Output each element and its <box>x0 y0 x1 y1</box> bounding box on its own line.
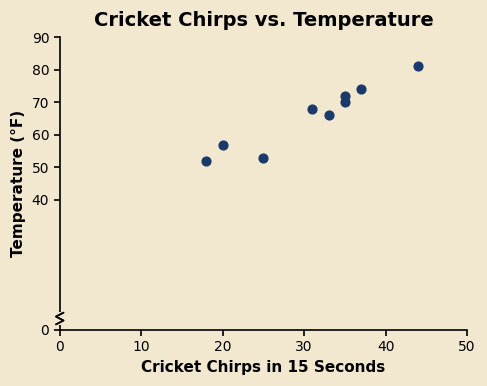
Y-axis label: Temperature (°F): Temperature (°F) <box>11 110 26 257</box>
Point <box>260 154 267 161</box>
Bar <box>55 312 65 325</box>
Point <box>203 158 210 164</box>
Point <box>308 106 316 112</box>
Point <box>341 99 349 105</box>
X-axis label: Cricket Chirps in 15 Seconds: Cricket Chirps in 15 Seconds <box>141 360 386 375</box>
Point <box>219 141 226 147</box>
Point <box>341 93 349 99</box>
Point <box>414 63 422 69</box>
Point <box>357 86 365 92</box>
Point <box>325 112 333 119</box>
Title: Cricket Chirps vs. Temperature: Cricket Chirps vs. Temperature <box>94 11 433 30</box>
